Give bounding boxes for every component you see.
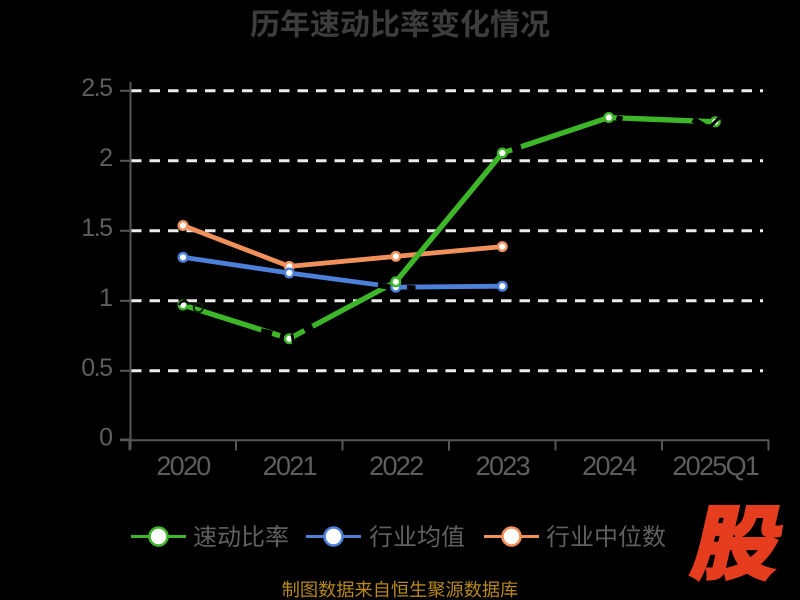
svg-text:0.5: 0.5 [81,354,112,382]
svg-text:2021: 2021 [263,451,317,481]
svg-text:2023: 2023 [476,451,530,481]
svg-text:2025Q1: 2025Q1 [672,451,759,481]
svg-text:1.5: 1.5 [81,214,112,242]
svg-text:2020: 2020 [156,451,210,481]
svg-text:2.5: 2.5 [81,74,112,102]
svg-text:1: 1 [99,284,112,312]
svg-text:2024: 2024 [582,451,637,481]
svg-text:0: 0 [99,424,112,452]
svg-text:2: 2 [99,144,112,172]
svg-text:2022: 2022 [369,451,423,481]
